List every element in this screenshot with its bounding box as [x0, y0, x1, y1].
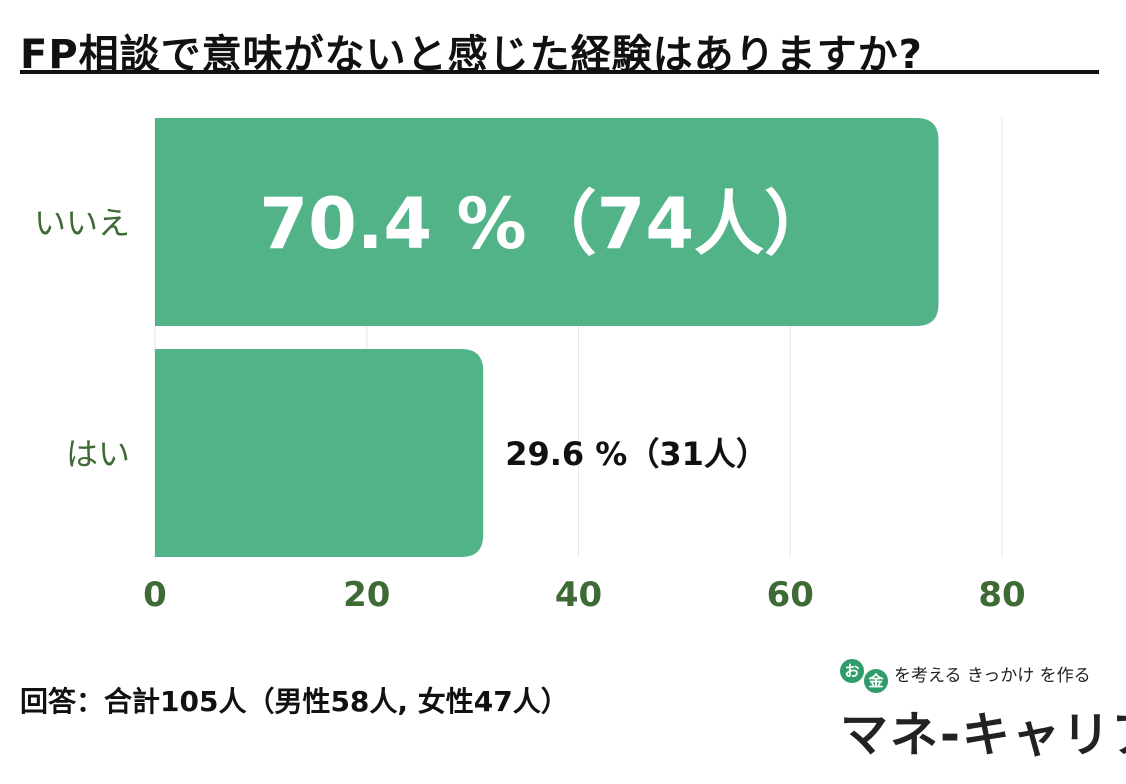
logo-badge-2: 金	[864, 669, 888, 693]
x-tick-label: 0	[143, 575, 167, 615]
title-underline	[20, 70, 1099, 74]
brand-logo: お 金 を考える きっかけ を作る マネ-キャリア	[840, 655, 1126, 763]
data-label: 70.4 %（74人）	[259, 183, 834, 265]
respondent-count-note: 回答：合計105人（男性58人, 女性47人）	[20, 685, 569, 718]
x-tick-label: 40	[555, 575, 602, 615]
category-label: はい	[66, 435, 130, 473]
logo-badge-1: お	[840, 659, 864, 683]
x-tick-label: 20	[343, 575, 390, 615]
x-tick-label: 60	[767, 575, 814, 615]
bar-1	[155, 118, 939, 326]
logo-name: マネ-キャリア	[840, 707, 1126, 763]
bars	[155, 118, 939, 557]
logo-tagline: を考える きっかけ を作る	[894, 666, 1091, 686]
x-tick-label: 80	[978, 575, 1025, 615]
category-label: いいえ	[34, 204, 130, 242]
bar-chart: 0 20 40 60 80 いいえ 70.4 %（74人） はい 29.6 %（31人）	[34, 118, 1026, 615]
bar-2	[155, 349, 484, 557]
data-label: 29.6 %（31人）	[505, 435, 768, 473]
labels: 0 20 40 60 80 いいえ 70.4 %（74人） はい 29.6 %（31人）	[34, 183, 1026, 615]
